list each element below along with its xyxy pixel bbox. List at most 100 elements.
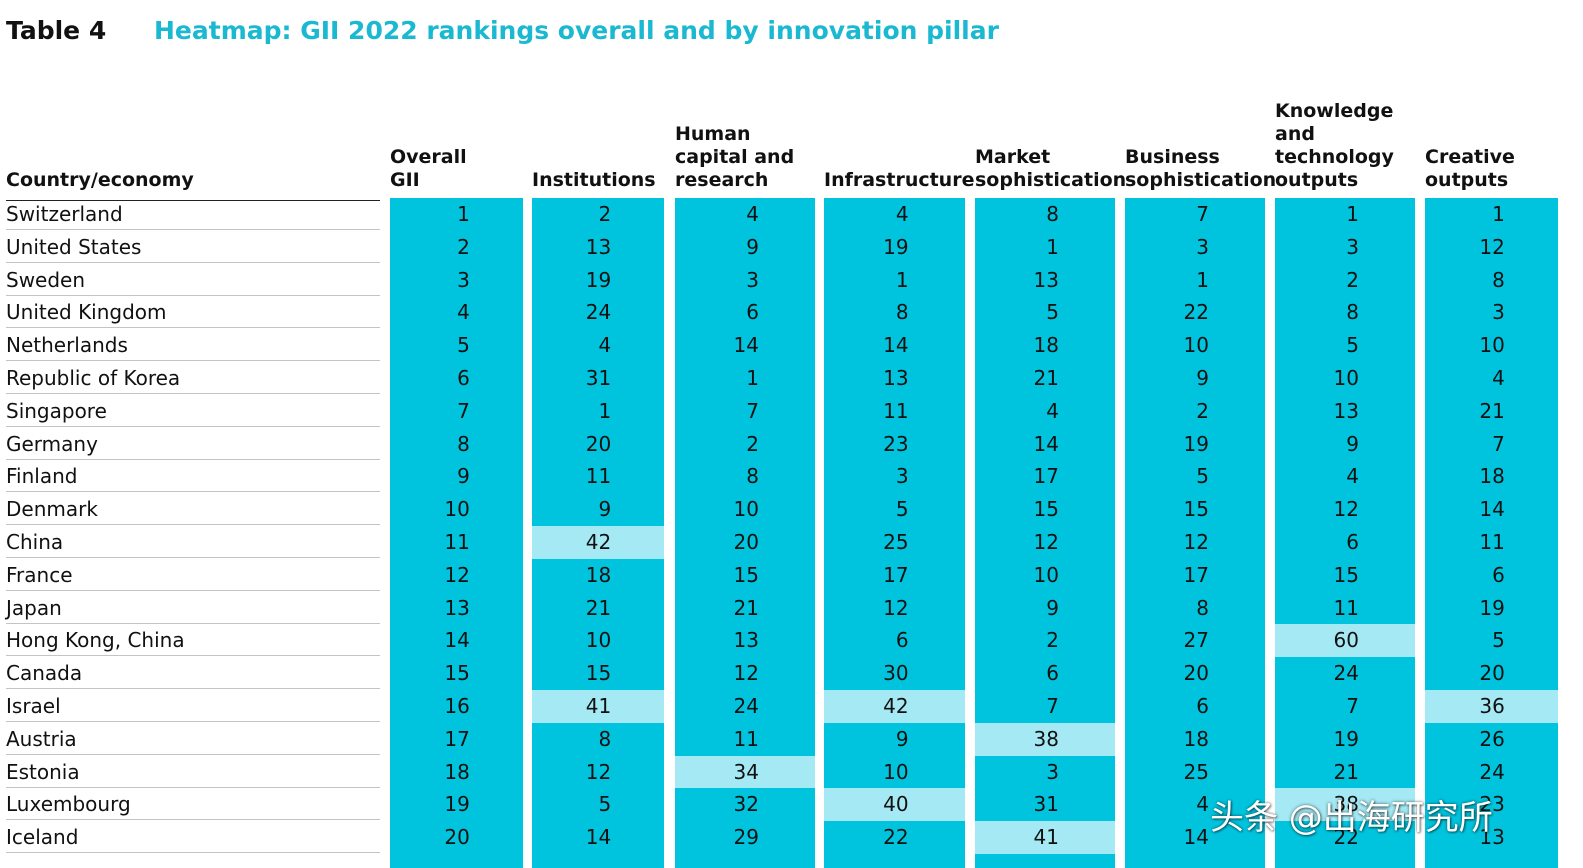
cell-knowledge-technology: 24 [1275,657,1415,690]
cell-overall-gii: 8 [390,428,523,461]
cell-business-sophistication: 19 [1125,428,1265,461]
cell-human-capital: 8 [675,460,815,493]
cell-business-sophistication: 1 [1125,264,1265,297]
cell-institutions: 18 [532,559,664,592]
cell-knowledge-technology: 9 [1275,428,1415,461]
cell-infrastructure: 25 [824,526,965,559]
cell-human-capital: 29 [675,821,815,854]
cell-creative-outputs: 6 [1425,559,1558,592]
row-country: Republic of Korea [6,362,380,394]
cell-overall-gii: 5 [390,329,523,362]
cell-creative-outputs: 4 [1425,362,1558,395]
cell-infrastructure: 14 [824,329,965,362]
cell-institutions: 13 [532,231,664,264]
cell-institutions: 12 [532,756,664,789]
cell-knowledge-technology: 13 [1275,395,1415,428]
cell-infrastructure: 11 [824,395,965,428]
cell-creative-outputs: 5 [1425,624,1558,657]
cell-institutions: 9 [532,493,664,526]
cell-overall-gii: 6 [390,362,523,395]
cell-human-capital: 4 [675,198,815,231]
cell-creative-outputs: 8 [1425,264,1558,297]
cell-knowledge-technology: 19 [1275,723,1415,756]
cell-overall-gii: 10 [390,493,523,526]
cell-market-sophistication: 13 [975,264,1115,297]
cell-business-sophistication: 5 [1125,460,1265,493]
table-title: Heatmap: GII 2022 rankings overall and b… [154,16,999,45]
cell-creative-outputs: 10 [1425,329,1558,362]
row-country: China [6,526,380,558]
cell-institutions: 41 [532,690,664,723]
row-country: Austria [6,723,380,755]
cell-institutions: 10 [532,624,664,657]
row-country: United States [6,231,380,263]
cell-human-capital: 24 [675,690,815,723]
row-country: Iceland [6,821,380,853]
row-country: France [6,559,380,591]
column-header-business-sophistication: Business sophistication [1125,146,1277,191]
cell-knowledge-technology: 3 [1275,231,1415,264]
cell-human-capital: 7 [675,395,815,428]
cell-market-sophistication: 6 [975,657,1115,690]
cell-institutions: 21 [532,592,664,625]
row-country: Hong Kong, China [6,624,380,656]
cell-human-capital: 32 [675,788,815,821]
cell-overall-gii: 2 [390,231,523,264]
row-country: Estonia [6,756,380,788]
cell-creative-outputs: 23 [1425,788,1558,821]
cell-human-capital: 9 [675,231,815,264]
cell-institutions: 11 [532,460,664,493]
cell-human-capital: 20 [675,526,815,559]
cell-overall-gii: 7 [390,395,523,428]
cell-creative-outputs: 19 [1425,592,1558,625]
cell-market-sophistication: 14 [975,428,1115,461]
cell-infrastructure: 5 [824,493,965,526]
cell-knowledge-technology: 22 [1275,821,1415,854]
cell-knowledge-technology: 11 [1275,592,1415,625]
column-header-human-capital: Human capital and research [675,123,795,191]
cell-institutions: 15 [532,657,664,690]
cell-human-capital: 21 [675,592,815,625]
cell-infrastructure: 19 [824,231,965,264]
row-country: Denmark [6,493,380,525]
cell-infrastructure: 40 [824,788,965,821]
cell-creative-outputs: 18 [1425,460,1558,493]
cell-creative-outputs: 24 [1425,756,1558,789]
cell-human-capital: 6 [675,296,815,329]
cell-infrastructure: 6 [824,624,965,657]
cell-human-capital: 12 [675,657,815,690]
cell-business-sophistication: 7 [1125,198,1265,231]
cell-creative-outputs: 1 [1425,198,1558,231]
cell-knowledge-technology: 15 [1275,559,1415,592]
cell-overall-gii: 20 [390,821,523,854]
cell-market-sophistication: 38 [975,723,1115,756]
cell-creative-outputs: 20 [1425,657,1558,690]
cell-creative-outputs: 21 [1425,395,1558,428]
cell-market-sophistication: 1 [975,231,1115,264]
cell-infrastructure: 23 [824,428,965,461]
cell-business-sophistication: 25 [1125,756,1265,789]
cell-infrastructure: 42 [824,690,965,723]
cell-knowledge-technology: 5 [1275,329,1415,362]
cell-infrastructure: 4 [824,198,965,231]
cell-institutions: 31 [532,362,664,395]
cell-institutions: 19 [532,264,664,297]
cell-business-sophistication: 22 [1125,296,1265,329]
cell-knowledge-technology: 60 [1275,624,1415,657]
cell-human-capital: 14 [675,329,815,362]
cell-overall-gii: 18 [390,756,523,789]
cell-market-sophistication: 8 [975,198,1115,231]
cell-market-sophistication: 2 [975,624,1115,657]
column-header-creative-outputs: Creative outputs [1425,146,1515,191]
cell-infrastructure: 10 [824,756,965,789]
cell-knowledge-technology: 6 [1275,526,1415,559]
cell-human-capital: 2 [675,428,815,461]
cell-creative-outputs: 12 [1425,231,1558,264]
cell-market-sophistication: 3 [975,756,1115,789]
cell-overall-gii: 19 [390,788,523,821]
cell-market-sophistication: 15 [975,493,1115,526]
row-country: Finland [6,460,380,492]
row-country: Netherlands [6,329,380,361]
cell-business-sophistication: 15 [1125,493,1265,526]
country-header-rule [6,200,380,201]
